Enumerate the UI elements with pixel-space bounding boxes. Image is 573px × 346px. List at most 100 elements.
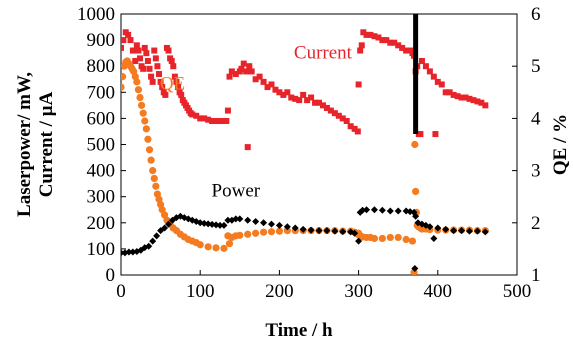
x-axis-title: Time / h [265,320,333,341]
point-current-79 [316,99,322,106]
point-current-62 [248,68,255,75]
point-current-64 [256,73,263,80]
point-current-42 [189,111,196,118]
point-current-65 [260,78,267,85]
point-power-68 [465,227,473,235]
x-tick-label-5: 500 [503,281,532,302]
point-power-42 [331,227,339,235]
x-tick-label-0: 0 [116,281,126,302]
point-power-67 [458,227,466,235]
series-power [121,206,489,272]
point-power-38 [299,225,307,233]
point-current-53 [226,73,233,80]
point-power-50 [370,206,378,214]
point-qe-12 [136,93,144,102]
point-current-78 [312,99,319,106]
point-power-40 [315,227,323,235]
point-current-120 [446,89,453,96]
point-current-1 [121,37,127,44]
y-left-tick-label-3: 300 [87,187,116,208]
point-current-46 [205,116,212,123]
point-qe-14 [139,109,147,117]
point-current-124 [462,94,469,101]
point-qe-10 [133,78,141,86]
point-power-70 [481,228,489,236]
point-power-52 [386,207,394,215]
point-current-81 [323,104,330,111]
point-current-115 [430,73,437,80]
point-current-116 [432,131,439,138]
point-power-9 [153,232,161,240]
point-power-45 [351,229,359,237]
point-qe-19 [147,156,155,164]
y-left-axis-title: Laserpower/ mW,Current / µA [14,72,57,217]
point-qe-0 [121,83,125,91]
y-right-tick-label-0: 1 [531,265,541,286]
marks [121,14,489,275]
point-current-13 [143,50,150,57]
point-current-72 [288,94,295,101]
point-current-66 [264,84,271,91]
point-qe-51 [283,227,291,235]
point-current-15 [146,65,153,72]
point-power-39 [307,226,315,234]
point-current-75 [300,91,307,98]
point-current-74 [296,97,303,104]
y-left-tick-label-8: 800 [87,56,116,77]
point-current-69 [276,89,283,96]
point-current-123 [458,94,465,101]
point-current-125 [466,95,473,102]
point-qe-39 [212,244,220,252]
labels: Current QE Power [160,42,353,201]
point-current-9 [137,55,144,62]
point-current-103 [399,44,406,51]
point-current-32 [173,78,180,85]
point-current-89 [354,128,361,135]
point-current-80 [319,102,326,109]
point-qe-18 [145,146,154,154]
point-current-57 [238,65,245,72]
point-power-51 [378,206,386,214]
point-current-49 [217,118,223,125]
point-current-77 [308,94,315,101]
point-power-66 [450,227,458,235]
y-left-tick-label-2: 200 [87,213,116,234]
y-left-axis-title-line-1: Current / µA [36,91,57,197]
point-qe-38 [204,243,212,251]
point-current-11 [140,65,147,72]
point-qe-40 [220,244,228,252]
point-current-128 [478,99,485,106]
point-current-118 [438,81,445,88]
y-right-tick-label-4: 5 [531,56,541,77]
point-current-31 [171,73,178,80]
axes: 0 100 200 300 400 500010020030040050060070080… [14,4,571,341]
point-qe-48 [259,228,268,236]
point-power-57 [411,264,419,272]
point-qe-17 [144,135,152,143]
point-current-5 [129,47,136,54]
point-current-83 [331,110,338,117]
point-current-54 [228,68,235,75]
point-power-36 [283,223,291,231]
point-current-12 [141,44,148,51]
point-current-101 [391,39,398,46]
point-power-69 [473,227,481,235]
point-qe-20 [149,167,157,175]
point-current-82 [327,107,334,114]
point-current-45 [201,115,208,122]
point-current-73 [292,95,299,102]
point-qe-46 [244,230,252,238]
point-current-121 [450,91,457,98]
point-power-58 [412,212,420,220]
point-qe-74 [411,140,419,149]
point-current-76 [304,97,311,104]
x-tick-label-1: 100 [186,281,215,302]
point-qe-67 [370,234,379,243]
x-tick-label-2: 200 [265,281,294,302]
y-left-tick-label-7: 700 [87,82,116,103]
point-power-7 [145,242,153,250]
point-current-71 [284,89,291,96]
point-power-34 [267,220,275,228]
point-current-18 [151,47,158,54]
point-power-1 [121,249,129,257]
